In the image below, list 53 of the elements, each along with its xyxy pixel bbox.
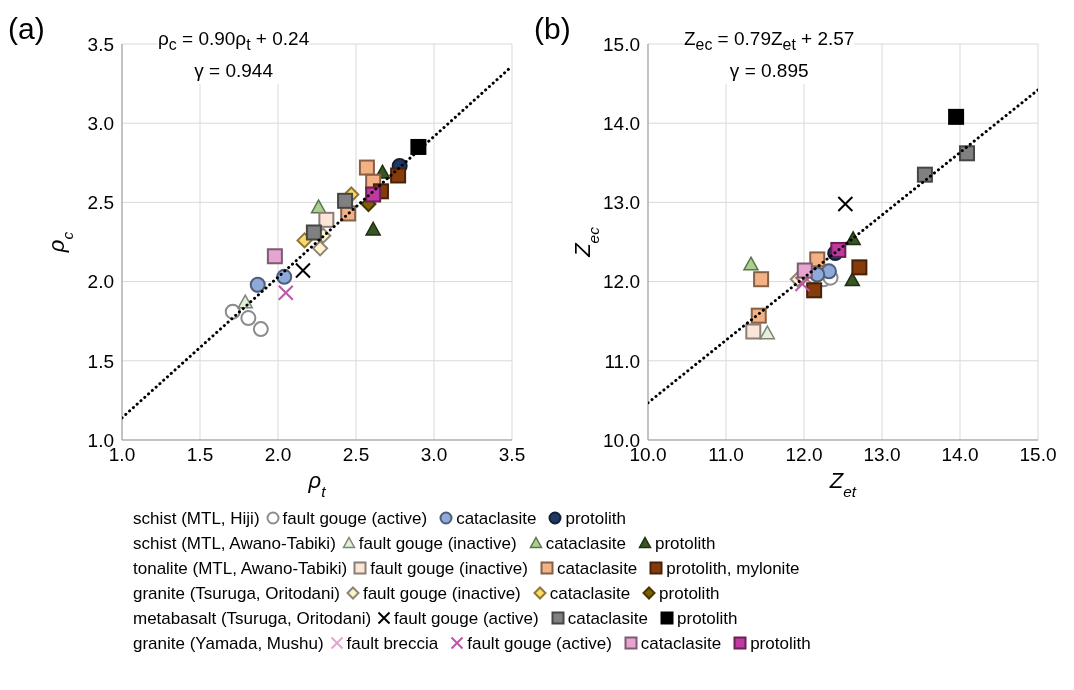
legend-label: cataclasite (639, 634, 722, 653)
legend-label: protolith (653, 534, 716, 553)
annotation: Z$_{ec}$ = 0.79Z$_{et}$ + 2.57 (684, 27, 855, 55)
y-tick-label: 1.5 (87, 350, 114, 372)
y-tick-label: 2.0 (87, 271, 114, 293)
y-tick-label: 15.0 (603, 33, 640, 55)
legend-label: fault gouge (active) (281, 509, 428, 528)
y-tick-label: 13.0 (603, 192, 640, 214)
x-tick-label: 1.5 (186, 444, 214, 466)
legend-label: fault gouge (inactive) (369, 559, 528, 578)
y-tick-label: 12.0 (603, 271, 640, 293)
legend-label: fault gouge (inactive) (357, 534, 517, 553)
y-tick-label: 11.0 (604, 350, 640, 372)
x-tick-label: 3.5 (498, 444, 526, 466)
x-tick-label: 14.0 (941, 444, 979, 466)
chart-title: (b) (534, 12, 571, 46)
text: granite (Yamada, Mushu) (133, 634, 324, 653)
legend-label: fault gouge (active) (393, 609, 539, 628)
text: schist (MTL, Hiji) (133, 509, 260, 528)
x-tick-label: 13.0 (863, 444, 901, 466)
text: metabasalt (Tsuruga, Oritodani) (133, 609, 372, 628)
x-axis-title: Z$_{et}$ (828, 468, 857, 500)
legend-label: fault gouge (active) (466, 634, 612, 653)
legend-label: fault gouge (inactive) (361, 584, 521, 603)
legend-label: protolith (749, 634, 811, 653)
x-tick-label: 12.0 (785, 444, 823, 466)
legend-label: protolith, mylonite (665, 559, 800, 578)
y-tick-label: 3.5 (87, 33, 114, 55)
text: granite (Tsuruga, Oritodani) (133, 584, 340, 603)
y-tick-label: 2.5 (87, 192, 114, 214)
y-tick-label: 3.0 (87, 112, 114, 134)
y-tick-label: 14.0 (603, 112, 640, 134)
legend-label: cataclasite (556, 559, 638, 578)
legend-label: protolith (676, 609, 738, 628)
annotation: ρ$_{c}$ = 0.90ρ$_{t}$ + 0.24 (158, 27, 310, 55)
legend-label: cataclasite (455, 509, 537, 528)
annotation: γ = 0.895 (728, 58, 810, 83)
legend-label: cataclasite (566, 609, 649, 628)
legend-label: protolith (658, 584, 720, 603)
text: schist (MTL, Awano-Tabiki) (133, 534, 336, 553)
legend-label: protolith (564, 509, 626, 528)
x-tick-label: 11.0 (708, 444, 744, 466)
legend-label: cataclasite (548, 584, 631, 603)
chart-title: (a) (8, 12, 45, 46)
text: tonalite (MTL, Awano-Tabiki) (133, 559, 348, 578)
legend-label: fault breccia (345, 634, 439, 653)
x-tick-label: 2.5 (342, 444, 370, 466)
annotation: γ = 0.944 (193, 58, 274, 83)
x-axis-title: ρ$_{t}$ (307, 468, 327, 500)
x-tick-label: 15.0 (1019, 444, 1057, 466)
x-tick-label: 3.0 (420, 444, 448, 466)
x-tick-label: 2.0 (264, 444, 292, 466)
legend-label: cataclasite (544, 534, 626, 553)
